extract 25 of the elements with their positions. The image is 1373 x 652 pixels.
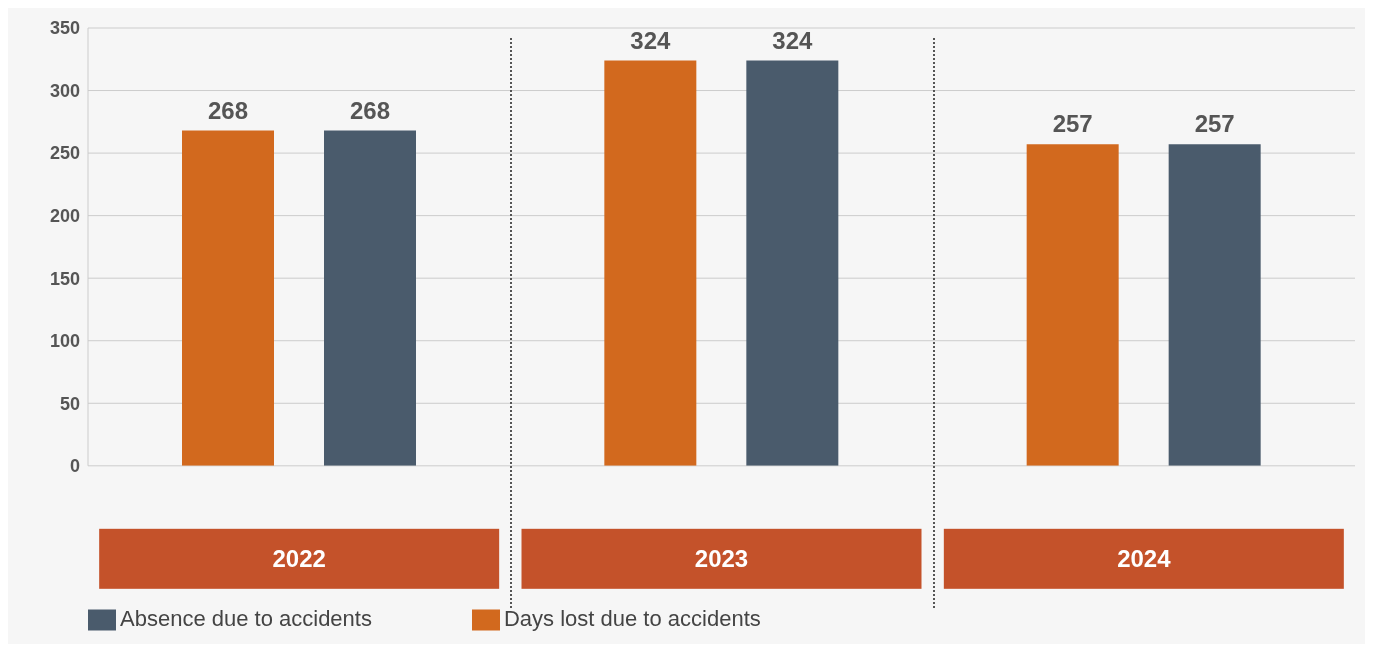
- y-tick-label: 300: [49, 80, 80, 101]
- y-tick-label: 200: [49, 206, 80, 227]
- data-label: 257: [1052, 110, 1093, 138]
- y-tick-label: 350: [49, 18, 80, 39]
- bar: [746, 60, 839, 466]
- data-label: 257: [1194, 110, 1235, 138]
- data-label: 268: [207, 96, 249, 124]
- y-tick-label: 100: [49, 331, 80, 352]
- bar: [324, 130, 416, 466]
- data-label: 268: [349, 96, 391, 124]
- legend-label: Days lost due to accidents: [503, 605, 761, 631]
- legend-label: Absence due to accidents: [120, 605, 372, 631]
- bar: [604, 60, 697, 466]
- data-label: 324: [630, 26, 672, 54]
- bar: [1026, 144, 1119, 466]
- y-tick-label: 50: [59, 393, 80, 414]
- y-tick-label: 0: [69, 456, 80, 477]
- x-tick-label: 2024: [1117, 544, 1172, 572]
- bar: [1168, 144, 1261, 466]
- x-tick-label: 2022: [272, 544, 326, 572]
- y-tick-label: 250: [49, 143, 80, 164]
- x-tick-label: 2023: [694, 544, 749, 572]
- data-label: 324: [772, 26, 814, 54]
- y-tick-label: 150: [49, 268, 80, 289]
- bar: [182, 130, 274, 466]
